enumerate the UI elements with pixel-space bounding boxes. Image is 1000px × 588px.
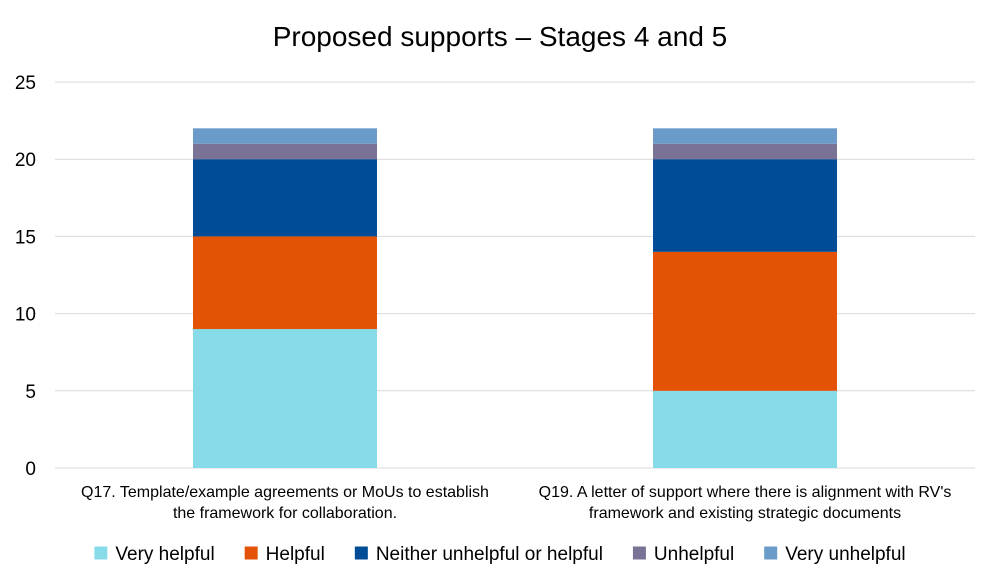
legend-label: Neither unhelpful or helpful [376,544,603,565]
legend: Very helpful Helpful Neither unhelpful or … [94,544,906,565]
bar-segment [193,236,377,330]
bar-segment [653,128,837,144]
bar-segment [653,251,837,391]
legend-swatch [244,546,258,560]
bar-segment [193,329,377,468]
legend-label: Very helpful [115,544,214,565]
legend-swatch [354,546,368,560]
category-labels: Q17. Template/example agreements or MoUs… [81,484,951,522]
bar-segment [193,143,377,160]
category-label: the framework for collaboration. [173,505,397,522]
legend-item: Very unhelpful [764,544,906,565]
chart-title: Proposed supports – Stages 4 and 5 [273,21,728,52]
category-label: Q17. Template/example agreements or MoUs… [81,484,489,501]
category-label: Q19. A letter of support where there is … [539,484,952,501]
legend-swatch [94,546,108,560]
legend-swatch [764,546,778,560]
legend-label: Helpful [266,544,325,565]
legend-swatch [632,546,646,560]
legend-item: Unhelpful [632,544,734,565]
legend-item: Very helpful [94,544,215,565]
legend-label: Very unhelpful [785,544,905,565]
bar-segment [653,143,837,160]
bar-segment [653,159,837,252]
y-tick-label: 15 [15,227,36,248]
bars [193,128,837,468]
bar-segment [193,159,377,237]
legend-label: Unhelpful [654,544,734,565]
y-tick-label: 5 [25,382,36,403]
bar-segment [193,128,377,144]
y-tick-label: 25 [15,73,36,94]
bar-segment [653,390,837,468]
y-axis-ticks: 0 5 10 15 20 25 [15,73,36,480]
legend-item: Helpful [244,544,325,565]
legend-item: Neither unhelpful or helpful [354,544,603,565]
y-tick-label: 20 [15,150,36,171]
y-tick-label: 0 [25,459,36,480]
y-tick-label: 10 [15,305,36,326]
category-label: framework and existing strategic documen… [589,505,901,522]
